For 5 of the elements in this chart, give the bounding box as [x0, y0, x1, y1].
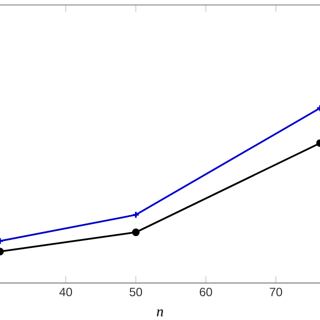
x-tick-label: 50 — [130, 288, 142, 296]
x-tick-label: 40 — [59, 288, 72, 296]
x-tick-label: 60 — [200, 288, 212, 296]
x-tick-label: 70 — [270, 288, 282, 296]
x-axis-title: n — [156, 309, 164, 316]
